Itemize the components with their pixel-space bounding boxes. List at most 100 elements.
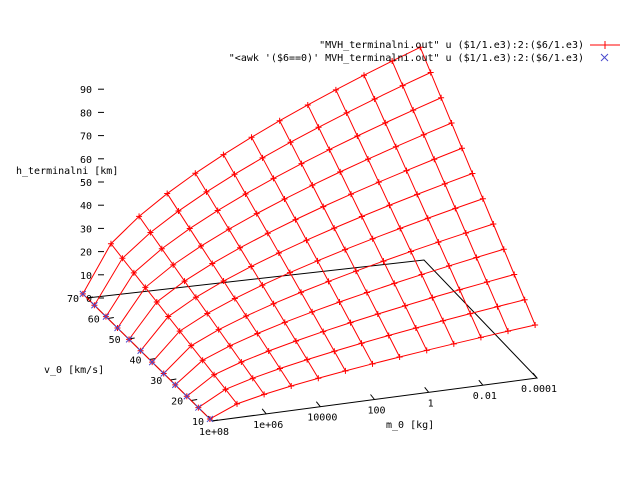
legend-entry-1-marker [601, 41, 609, 49]
surface-line-m-1 [110, 243, 238, 405]
y-tick-label-50: 50 [109, 335, 121, 346]
surface-point [292, 337, 299, 344]
y-tick-20 [191, 399, 198, 401]
x-tick-label-3: 100 [367, 406, 385, 417]
surface-point [254, 330, 261, 337]
surface-point [192, 294, 199, 301]
surface-point [342, 367, 349, 374]
surface-point [352, 268, 359, 275]
y-tick-70 [86, 296, 94, 299]
surface-point [164, 190, 171, 197]
surface-point [275, 249, 282, 256]
zero-marker [125, 336, 133, 343]
surface-point [304, 356, 311, 363]
surface-point [342, 246, 349, 253]
surface-point [276, 365, 283, 372]
surface-point [315, 375, 322, 382]
surface-point [365, 156, 372, 163]
x-tick-6 [532, 372, 538, 379]
surface-point [348, 191, 355, 198]
zero-marker [91, 301, 98, 309]
surface-point [438, 94, 445, 101]
surface-point [147, 229, 154, 236]
surface-point [407, 248, 414, 255]
surface-point [336, 299, 343, 306]
surface-point [243, 313, 250, 320]
surface-line-v-11 [82, 46, 421, 295]
surface-point [500, 246, 507, 253]
surface-point [142, 284, 149, 291]
y-axis-label: v_0 [km/s] [44, 365, 104, 376]
surface-point [222, 386, 229, 393]
surface-point [440, 317, 447, 324]
zero-marker [183, 392, 191, 400]
y-tick-label-20: 20 [171, 397, 183, 408]
surface-point [392, 143, 399, 150]
surface-point [215, 326, 222, 333]
surface-point [309, 308, 316, 315]
x-tick-4 [424, 387, 430, 393]
zero-marker [102, 313, 110, 320]
surface-point [331, 348, 338, 355]
surface-point [380, 258, 387, 265]
surface-point [343, 109, 350, 116]
surface-point [369, 360, 376, 367]
surface-line-m-11 [391, 60, 509, 332]
surface-point [358, 213, 365, 220]
zero-marker [206, 415, 214, 423]
surface-point [414, 191, 421, 198]
surface-point [281, 196, 288, 203]
surface-point [396, 353, 403, 360]
surface-line-m-0 [82, 293, 211, 420]
surface-point [326, 146, 333, 153]
surface-line-m-5 [222, 154, 346, 372]
surface-point [441, 180, 448, 187]
surface-point [391, 280, 398, 287]
surface-point [427, 69, 434, 76]
surface-point [483, 279, 490, 286]
x-tick-5 [478, 379, 484, 386]
surface-point [220, 151, 227, 158]
surface-point [165, 313, 172, 320]
surface-point [479, 195, 486, 202]
y-tick-60 [107, 317, 114, 319]
surface-point [385, 332, 392, 339]
surface-point [358, 340, 365, 347]
surface-point [281, 319, 288, 326]
surface-point [175, 208, 182, 215]
x-tick-3 [370, 394, 375, 400]
surface-point [382, 119, 389, 126]
surface-point [332, 86, 339, 93]
surface-line-m-9 [335, 89, 455, 345]
surface-point [288, 383, 295, 390]
surface-point [176, 328, 183, 335]
surface-point [314, 257, 321, 264]
z-tick-label-60: 60 [80, 155, 92, 166]
z-tick-label-20: 20 [80, 248, 92, 259]
legend: "MVH_terminalni.out" u ($1/1.e3):2:($6/1… [229, 40, 620, 64]
surface-point [511, 271, 518, 278]
surface-point [249, 375, 256, 382]
surface-point [429, 294, 436, 301]
surface-point [397, 225, 404, 232]
surface-point [303, 237, 310, 244]
surface-line-v-5 [151, 198, 484, 363]
surface-point [130, 269, 137, 276]
surface-point [446, 262, 453, 269]
surface-point [186, 225, 193, 232]
surface-line-v-4 [163, 223, 494, 374]
zero-marker [171, 381, 179, 389]
surface-point [337, 168, 344, 175]
surface-point [304, 101, 311, 108]
surface-point [259, 154, 266, 161]
surface-point [320, 328, 327, 335]
x-tick-label-1: 1e+06 [253, 420, 283, 431]
y-tick-label-10: 10 [192, 417, 204, 428]
surface-point [119, 255, 126, 262]
z-tick-label-90: 90 [80, 85, 92, 96]
surface-point [259, 282, 266, 289]
surface-point [399, 82, 406, 89]
z-tick-label-40: 40 [80, 201, 92, 212]
surface-point [375, 179, 382, 186]
surface-point [386, 202, 393, 209]
